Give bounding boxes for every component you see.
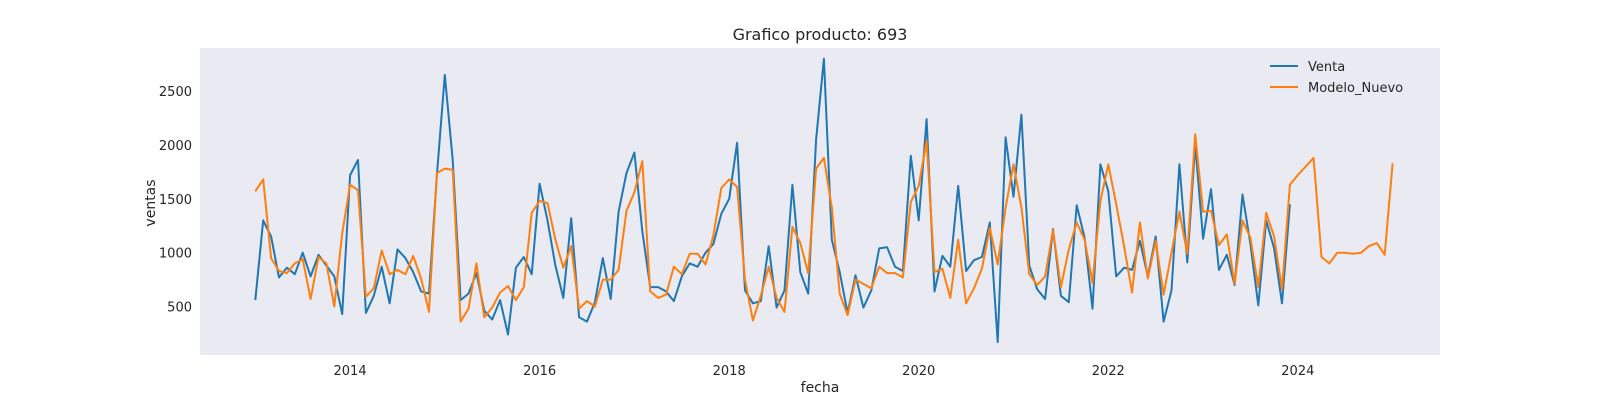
series-line-venta [254, 57, 1291, 344]
x-axis: 2014 2016 2018 2020 2022 2024 [334, 364, 1315, 379]
x-tick-label: 2020 [902, 364, 935, 379]
series-line-modelo-nuevo [254, 133, 1394, 323]
y-tick-label: 500 [167, 301, 192, 316]
x-tick-label: 2024 [1281, 364, 1314, 379]
x-tick-label: 2016 [523, 364, 556, 379]
x-tick-label: 2022 [1092, 364, 1125, 379]
y-axis: 500 1000 1500 2000 2500 [159, 85, 192, 315]
y-axis-title: ventas [143, 179, 159, 226]
y-tick-label: 2500 [159, 85, 192, 100]
y-tick-label: 2000 [159, 139, 192, 154]
x-tick-label: 2014 [334, 364, 367, 379]
legend: Venta Modelo_Nuevo [1270, 60, 1403, 96]
series-lines [254, 57, 1394, 344]
chart-title: Grafico producto: 693 [733, 25, 908, 44]
y-tick-label: 1500 [159, 193, 192, 208]
legend-label: Modelo_Nuevo [1308, 81, 1403, 96]
y-tick-label: 1000 [159, 247, 192, 262]
legend-label: Venta [1308, 60, 1345, 75]
x-tick-label: 2018 [713, 364, 746, 379]
x-axis-title: fecha [801, 380, 840, 396]
